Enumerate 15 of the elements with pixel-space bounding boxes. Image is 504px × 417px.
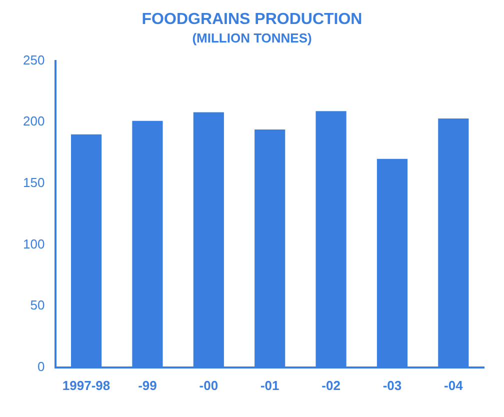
x-tick-label: -02 [322,378,340,393]
y-tick-label: 0 [37,358,45,374]
y-tick-label: 200 [22,114,45,129]
y-tick-label: 150 [22,175,45,190]
x-tick-label: -99 [138,378,157,393]
y-tick-label: 100 [22,236,45,252]
y-tick-label: 250 [22,52,45,68]
x-tick-label: -01 [260,378,280,393]
x-tick-label: 1997-98 [62,378,110,393]
x-tick-label: -04 [444,378,464,393]
x-tick-label: -03 [382,378,402,393]
x-tick-label: -00 [199,378,218,393]
y-tick-label: 50 [30,298,45,313]
chart-subtitle: (MILLION TONNES) [192,30,312,46]
chart-title: FOODGRAINS PRODUCTION [142,11,362,28]
